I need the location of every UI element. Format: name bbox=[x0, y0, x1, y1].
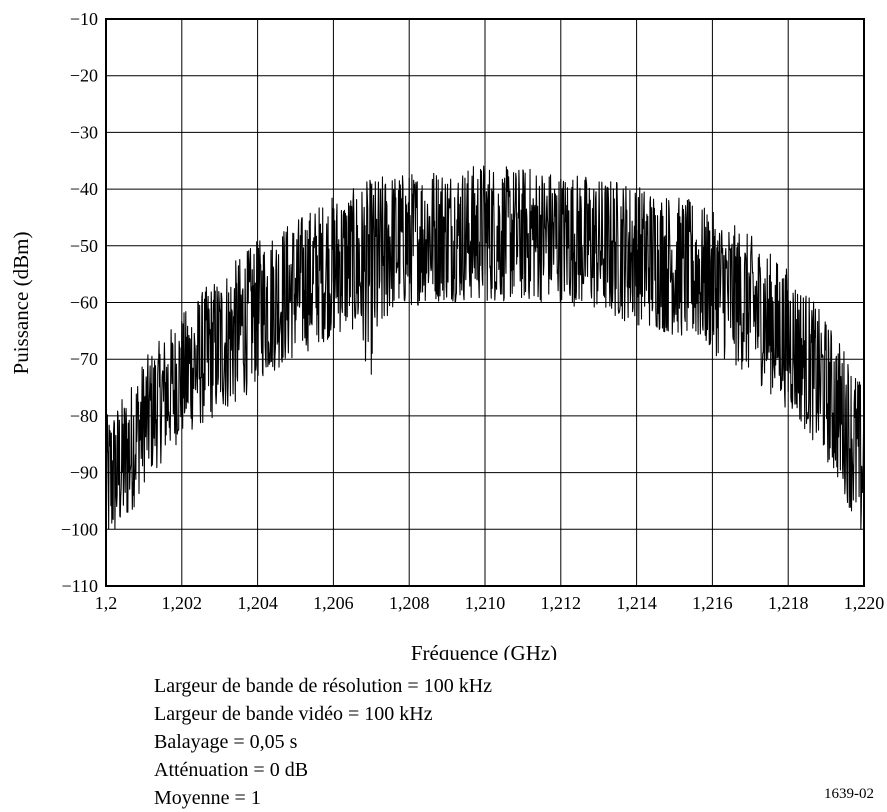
x-tick-label: 1,220 bbox=[844, 593, 885, 613]
x-tick-label: 1,210 bbox=[465, 593, 506, 613]
y-tick-label: −50 bbox=[70, 236, 98, 256]
spectrum-chart: −10−20−30−40−50−60−70−80−90−100−110 1,2 1… bbox=[9, 9, 885, 660]
y-tick-label: −80 bbox=[70, 406, 98, 426]
y-tick-label: −70 bbox=[70, 349, 98, 369]
x-tick-label: 1,218 bbox=[768, 593, 809, 613]
x-tick-label: 1,202 bbox=[162, 593, 203, 613]
note-average: Moyenne = 1 bbox=[154, 787, 261, 809]
y-axis-title: Puissance (dBm) bbox=[9, 232, 33, 375]
note-attenuation: Atténuation = 0 dB bbox=[154, 759, 309, 781]
y-tick-label: −30 bbox=[70, 122, 98, 142]
y-tick-label: −40 bbox=[70, 179, 98, 199]
x-tick-label: 1,208 bbox=[389, 593, 430, 613]
measurement-notes: Largeur de bande de résolution = 100 kHz… bbox=[154, 672, 492, 812]
note-resolution-bandwidth: Largeur de bande de résolution = 100 kHz bbox=[154, 675, 493, 697]
x-tick-label: 1,204 bbox=[237, 593, 278, 613]
y-tick-label: −60 bbox=[70, 293, 98, 313]
y-tick-label: −100 bbox=[61, 519, 98, 539]
y-tick-labels: −10 −20 −30 −40 −50 −60 −70 −80 −90 −100 −110 bbox=[61, 9, 98, 596]
note-video-bandwidth: Largeur de bande vidéo = 100 kHz bbox=[154, 703, 433, 725]
x-tick-label: 1,214 bbox=[616, 593, 657, 613]
x-tick-label: 1,216 bbox=[692, 593, 733, 613]
x-tick-label: 1,2 bbox=[95, 593, 118, 613]
x-tick-label: 1,212 bbox=[541, 593, 582, 613]
figure-id: 1639-02 bbox=[824, 786, 874, 802]
x-tick-labels: 1,2 1,202 1,204 1,206 1,208 1,210 1,212 1,214 1,… bbox=[95, 593, 885, 613]
y-tick-label: −20 bbox=[70, 66, 98, 86]
x-tick-label: 1,206 bbox=[313, 593, 354, 613]
plot-frame bbox=[105, 18, 865, 587]
spectrum-trace-line bbox=[105, 165, 865, 530]
spectrum-trace bbox=[105, 165, 865, 530]
y-tick-label: −10 bbox=[70, 9, 98, 29]
y-tick-label: −110 bbox=[62, 576, 98, 596]
note-sweep: Balayage = 0,05 s bbox=[154, 731, 298, 753]
y-tick-label: −90 bbox=[70, 463, 98, 483]
x-axis-title: Fréquence (GHz) bbox=[411, 641, 557, 660]
